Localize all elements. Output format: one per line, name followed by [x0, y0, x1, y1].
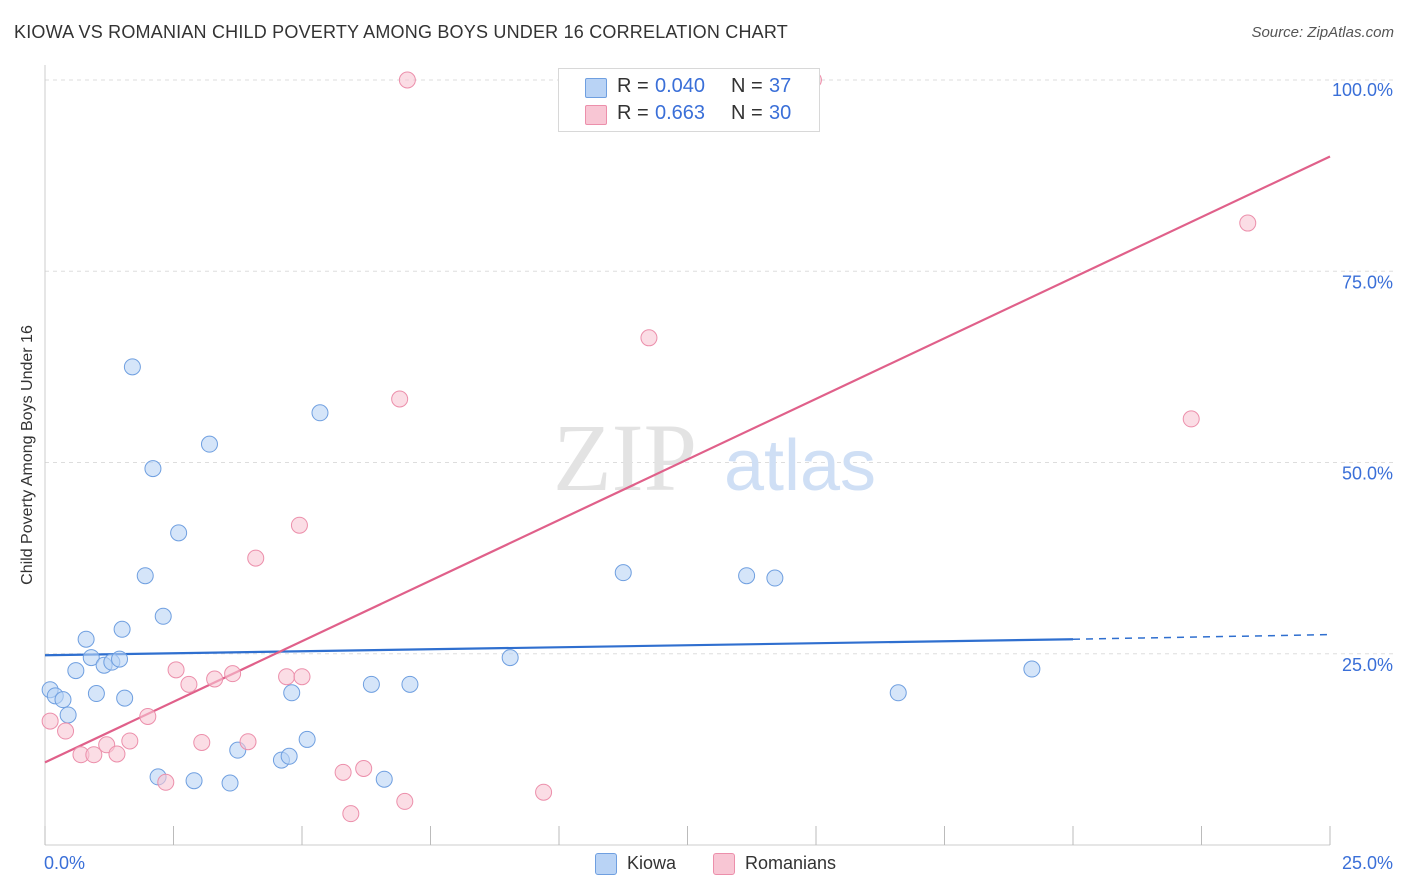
kiowa-point: [614, 564, 632, 582]
gridlines: [45, 79, 1395, 655]
kiowa-point: [82, 649, 100, 667]
kiowa-point: [738, 567, 756, 585]
kiowa-n-value: 37: [769, 75, 792, 97]
romanians-point: [85, 746, 103, 764]
romanians-point: [640, 329, 658, 347]
kiowa-trend-line: [44, 638, 1074, 657]
romanians-point: [342, 805, 360, 823]
kiowa-point: [889, 684, 907, 702]
romanians-point: [193, 733, 211, 751]
romanians-point: [121, 732, 139, 750]
kiowa-legend-swatch: [595, 853, 617, 875]
romanians-point: [167, 661, 185, 679]
kiowa-point: [59, 706, 77, 724]
romanians-swatch: [585, 105, 607, 125]
kiowa-point: [1023, 660, 1041, 678]
kiowa-point: [766, 569, 784, 587]
romanians-point: [247, 549, 265, 567]
x-tick-label: 25.0%: [1342, 853, 1393, 873]
romanians-trend-line: [44, 155, 1331, 764]
kiowa-point: [54, 691, 72, 709]
romanians-n-label: N =: [731, 102, 763, 124]
romanians-point: [535, 783, 553, 801]
kiowa-r-label: R =: [617, 75, 649, 97]
kiowa-point: [77, 630, 95, 648]
source-label: Source: ZipAtlas.com: [1251, 24, 1394, 41]
kiowa-point: [123, 358, 141, 376]
kiowa-point: [116, 689, 134, 707]
romanians-legend-swatch: [713, 853, 735, 875]
romanians-point: [355, 760, 373, 777]
kiowa-point: [154, 607, 172, 625]
romanians-point: [180, 675, 198, 693]
romanians-point: [224, 665, 242, 683]
romanians-point: [334, 763, 352, 781]
kiowa-point: [501, 649, 519, 667]
kiowa-trend-extension: [1072, 633, 1331, 640]
kiowa-r-value: 0.040: [655, 75, 706, 97]
romanians-point: [278, 668, 296, 686]
legend-row-romanians: R = 0.663 N = 30: [559, 100, 819, 128]
kiowa-point: [67, 662, 85, 680]
romanians-point: [206, 670, 224, 688]
kiowa-point: [280, 747, 298, 765]
tick-labels: 25.0% 50.0% 75.0% 100.0% 0.0% 25.0%: [44, 80, 1393, 873]
kiowa-point: [170, 524, 188, 542]
kiowa-point: [283, 684, 301, 702]
kiowa-point: [136, 567, 154, 585]
kiowa-point: [375, 770, 393, 788]
romanians-point: [57, 722, 75, 740]
kiowa-point: [401, 675, 419, 693]
romanians-point: [1239, 214, 1257, 232]
watermark-atlas: atlas: [724, 426, 876, 506]
romanians-n-value: 30: [769, 102, 792, 124]
y-tick-label: 75.0%: [1342, 272, 1393, 292]
romanians-point: [1182, 410, 1200, 428]
kiowa-point: [113, 620, 131, 638]
kiowa-point: [87, 685, 105, 703]
kiowa-point: [111, 650, 129, 668]
romanians-point: [41, 712, 59, 730]
romanians-legend-label: Romanians: [745, 853, 837, 873]
kiowa-point: [200, 435, 218, 453]
romanians-point: [157, 773, 175, 791]
romanians-point: [396, 792, 414, 810]
romanians-point: [398, 71, 416, 89]
legend-row-kiowa: R = 0.040 N = 37: [559, 73, 819, 101]
kiowa-point: [311, 404, 329, 422]
y-tick-label: 50.0%: [1342, 464, 1393, 484]
watermark-zip: ZIP: [553, 404, 697, 511]
kiowa-point: [221, 774, 239, 792]
y-tick-label: 25.0%: [1342, 655, 1393, 675]
romanians-point: [108, 745, 126, 763]
kiowa-legend-label: Kiowa: [627, 853, 677, 873]
chart-title: KIOWA VS ROMANIAN CHILD POVERTY AMONG BO…: [14, 22, 788, 42]
romanians-point: [239, 733, 257, 751]
romanians-point: [290, 516, 308, 534]
kiowa-swatch: [585, 78, 607, 98]
romanians-point: [293, 668, 311, 686]
trend-lines: [44, 155, 1331, 764]
romanians-r-label: R =: [617, 102, 649, 124]
kiowa-n-label: N =: [731, 75, 763, 97]
romanians-point: [139, 707, 157, 725]
kiowa-point: [362, 675, 380, 693]
kiowa-point: [144, 460, 162, 478]
romanians-r-value: 0.663: [655, 102, 706, 124]
kiowa-point: [298, 730, 316, 748]
x-tick-label: 0.0%: [44, 853, 85, 873]
romanians-point: [391, 390, 409, 408]
y-tick-label: 100.0%: [1332, 80, 1393, 100]
stats-legend: R = 0.040 N = 37 R = 0.663 N = 30: [558, 68, 820, 132]
kiowa-point: [185, 772, 203, 790]
